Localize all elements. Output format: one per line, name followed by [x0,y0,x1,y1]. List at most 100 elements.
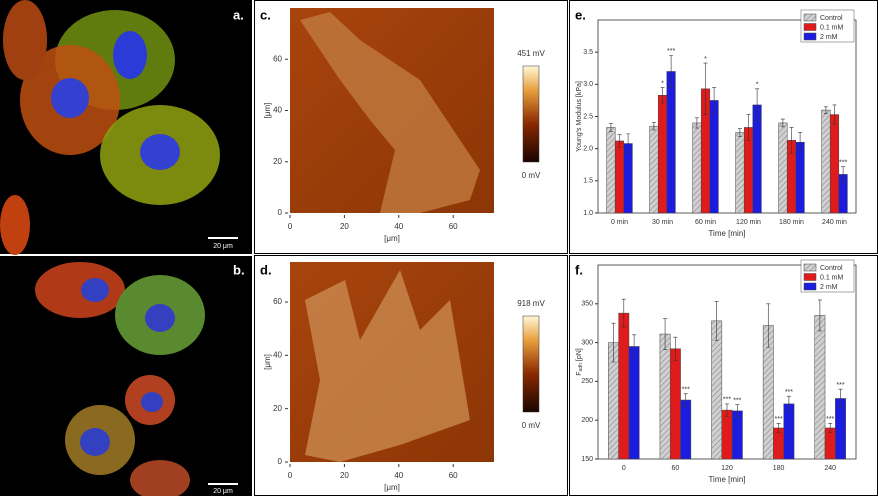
y-tick-label: 20 [273,404,282,413]
bar [681,400,691,459]
bar [619,313,629,459]
bar [822,110,831,213]
y-tick-label: 0 [278,208,283,217]
legend-label: Control [820,15,843,22]
bar [712,321,722,459]
significance-label: * [704,56,707,63]
y-tick-label: 0 [278,457,283,466]
bar [732,411,742,459]
x-tick-label: 30 min [652,219,673,226]
y-tick-label: 250 [581,378,593,385]
panel-label: e. [575,7,586,22]
colorbar-label: 451 mV [517,49,545,58]
bar [667,71,676,213]
significance-label: *** [723,397,731,404]
colorbar [523,316,539,412]
figure: a. b. c. d. e. f. 20 μm 20 μm 0 20 40 60 0 20 40 60 [μm]… [0,0,878,496]
significance-label: * [661,80,664,87]
x-tick-label: 40 [394,222,403,231]
y-tick-label: 2.0 [583,146,593,153]
bar [624,144,633,213]
legend-swatch [804,264,816,271]
bar [615,141,624,213]
x-tick-label: 120 [721,465,733,472]
x-tick-label: 0 min [611,219,628,226]
panel-label: c. [260,7,271,22]
x-tick-label: 60 [449,222,458,231]
x-axis-label: [μm] [384,234,400,243]
y-tick-label: 200 [581,417,593,424]
significance-label: *** [836,382,844,389]
scale-bar-label: 20 μm [213,243,233,250]
y-tick-label: 60 [273,297,282,306]
legend-label: 2 mM [820,34,838,41]
bar [607,127,616,213]
x-tick-label: 240 min [822,219,847,226]
bar [722,410,732,459]
bar [650,126,659,213]
colorbar-label: 918 mV [517,299,545,308]
panel-label: f. [575,262,583,277]
colorbar [523,66,539,162]
bar [796,142,805,213]
significance-label: *** [826,416,834,423]
bar [779,123,788,213]
significance-label: *** [839,160,847,167]
x-tick-label: 60 [672,465,680,472]
significance-label: *** [775,416,783,423]
colorbar-label: 0 mV [522,421,541,430]
legend-label: 0.1 mM [820,24,844,31]
y-tick-label: 60 [273,54,282,63]
y-axis-label: [μm] [263,354,272,370]
x-tick-label: 0 [288,471,293,480]
y-tick-label: 150 [581,456,593,463]
legend-label: 2 mM [820,284,838,291]
significance-label: *** [733,398,741,405]
bar [815,315,825,459]
bar [658,95,667,213]
significance-label: *** [682,387,690,394]
y-tick-label: 1.5 [583,178,593,185]
y-tick-label: 300 [581,339,593,346]
afm-image-d [290,262,494,462]
bar [710,100,719,213]
y-tick-label: 1.0 [583,210,593,217]
micrograph-b [0,256,252,496]
micrograph-a [0,0,252,255]
panel-label: b. [233,262,245,277]
bar [693,123,702,213]
x-axis-label: Time [min] [708,475,745,484]
bar [830,115,839,213]
legend-swatch [804,283,816,290]
y-tick-label: 350 [581,301,593,308]
panel-label: a. [233,7,244,22]
significance-label: *** [785,389,793,396]
y-axis-label: Young's Modulus [kPa] [576,81,583,152]
x-tick-label: 0 [622,465,626,472]
legend-swatch [804,14,816,21]
x-axis-label: [μm] [384,483,400,492]
x-tick-label: 120 min [736,219,761,226]
x-tick-label: 20 [340,471,349,480]
x-tick-label: 0 [288,222,293,231]
scale-bar-label: 20 μm [213,488,233,495]
legend-swatch [804,274,816,281]
y-axis-label: [μm] [263,103,272,119]
bar [670,349,680,459]
x-tick-label: 60 [449,471,458,480]
x-tick-label: 20 [340,222,349,231]
legend-label: 0.1 mM [820,274,844,281]
afm-image-c [290,8,494,213]
y-tick-label: 2.5 [583,113,593,120]
x-axis-label: Time [min] [708,229,745,238]
bar [784,404,794,459]
x-tick-label: 180 [773,465,785,472]
x-tick-label: 60 min [695,219,716,226]
y-tick-label: 40 [273,106,282,115]
panel-label: d. [260,262,272,277]
legend-swatch [804,24,816,31]
y-tick-label: 40 [273,350,282,359]
x-tick-label: 180 min [779,219,804,226]
y-axis-label-unit: [pN] [576,348,583,361]
bar [736,133,745,213]
